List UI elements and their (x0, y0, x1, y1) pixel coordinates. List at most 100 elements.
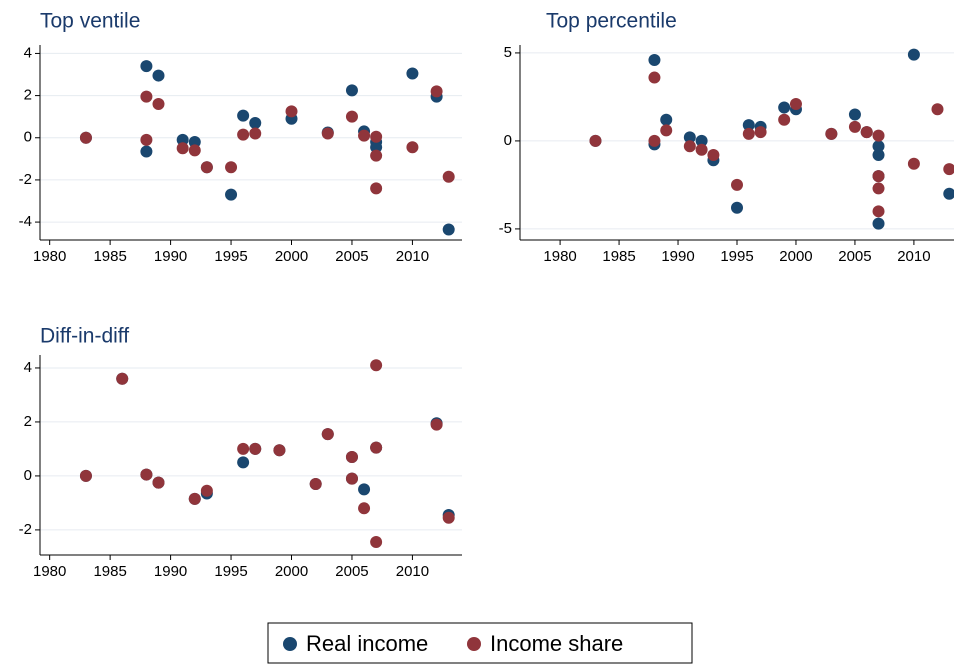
point (345, 472, 358, 485)
point (116, 372, 129, 385)
y-tick-label: -2 (19, 521, 32, 538)
point (237, 456, 250, 469)
point (683, 131, 696, 144)
point (872, 170, 885, 183)
panel: Diff-in-diff -2 0 2 4 1980 1985 1990 1995 2000 200… (19, 325, 462, 580)
point (660, 124, 673, 137)
point (778, 101, 791, 114)
legend-label: Income share (490, 631, 623, 656)
x-tick-label: 2000 (275, 248, 308, 265)
point (778, 113, 791, 126)
point (200, 484, 213, 497)
point (742, 119, 755, 132)
y-tick-label: 4 (24, 359, 32, 376)
y-tick-label: -5 (499, 220, 512, 237)
point (442, 170, 455, 183)
point (430, 85, 443, 98)
points (589, 48, 954, 230)
y-tick-label: 2 (24, 413, 32, 430)
point (309, 478, 322, 491)
point (872, 217, 885, 230)
point (430, 418, 443, 431)
x-tick-label: 1990 (154, 248, 187, 265)
legend-swatch (467, 637, 481, 651)
x-tick-label: 2005 (335, 248, 368, 265)
y-tick-label: 4 (24, 44, 32, 61)
x-tick-label: 1990 (661, 248, 694, 265)
point (742, 127, 755, 140)
x-tick-label: 1995 (214, 563, 247, 580)
point (907, 157, 920, 170)
x-tick-label: 1995 (720, 248, 753, 265)
x-tick-label: 2010 (897, 248, 930, 265)
x-tick-label: 2000 (779, 248, 812, 265)
x-tick-label: 1980 (543, 248, 576, 265)
x-tick-label: 1980 (33, 563, 66, 580)
point (176, 142, 189, 155)
y-tick-label: 0 (504, 132, 512, 149)
point (648, 134, 661, 147)
point (370, 149, 383, 162)
point (152, 476, 165, 489)
panel: Top percentile -5 0 5 1980 1985 1990 1995 2000 20… (499, 10, 954, 265)
point (321, 428, 334, 441)
point (345, 451, 358, 464)
point (943, 187, 954, 200)
point (345, 84, 358, 97)
point (695, 143, 708, 156)
point (237, 109, 250, 122)
point (442, 511, 455, 524)
x-tick-label: 1990 (154, 563, 187, 580)
point (648, 71, 661, 84)
point (731, 178, 743, 191)
x-tick-label: 2010 (396, 563, 429, 580)
point (225, 161, 238, 174)
point (370, 359, 383, 372)
points (79, 359, 455, 549)
x-tick-label: 1985 (93, 563, 126, 580)
y-tick-label: -4 (19, 213, 32, 230)
point (872, 140, 885, 153)
point (660, 113, 673, 126)
point (273, 444, 286, 457)
point (358, 502, 371, 515)
point (848, 108, 861, 121)
x-tick-label: 1995 (214, 248, 247, 265)
point (406, 67, 419, 80)
point (79, 131, 92, 144)
point (825, 127, 838, 140)
point (370, 141, 383, 154)
point (140, 90, 153, 103)
legend-swatch (283, 637, 297, 651)
point (931, 103, 944, 116)
point (754, 126, 767, 139)
x-tick-label: 1980 (33, 248, 66, 265)
point (872, 205, 885, 218)
point (237, 442, 250, 455)
point (321, 127, 334, 140)
point (345, 110, 358, 123)
point (872, 129, 885, 142)
x-tick-label: 2005 (335, 563, 368, 580)
point (225, 188, 238, 201)
points (79, 60, 455, 236)
point (152, 98, 165, 111)
point (140, 468, 153, 481)
x-tick-label: 2010 (396, 248, 429, 265)
y-tick-label: 5 (504, 44, 512, 61)
panel-title: Top ventile (40, 10, 140, 33)
point (370, 441, 383, 454)
x-tick-label: 2000 (275, 563, 308, 580)
y-tick-label: 0 (24, 129, 32, 146)
y-tick-label: 0 (24, 467, 32, 484)
panel-title: Diff-in-diff (40, 325, 129, 348)
point (249, 442, 262, 455)
point (249, 117, 262, 129)
point (152, 69, 165, 82)
point (200, 161, 213, 174)
point (188, 492, 201, 505)
point (140, 145, 153, 158)
point (648, 53, 661, 66)
panel: Top ventile -4 -2 0 2 4 1980 1985 1990 1995 2000 20… (19, 10, 462, 265)
